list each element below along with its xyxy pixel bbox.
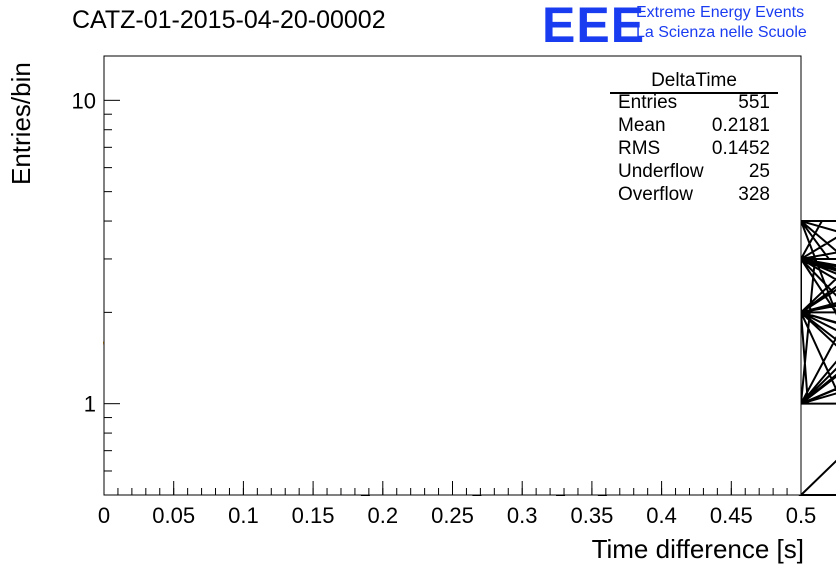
- stats-row-entries: Entries 551: [618, 92, 770, 115]
- stats-key: Mean: [618, 115, 666, 136]
- x-tick-label: 0.15: [292, 503, 335, 528]
- x-tick-label: 0.4: [646, 503, 677, 528]
- stats-value: 25: [748, 161, 770, 182]
- chart-title: CATZ-01-2015-04-20-00002: [72, 6, 386, 34]
- y-tick-label: 10: [72, 88, 96, 113]
- x-tick-label: 0.05: [152, 503, 195, 528]
- stats-box: DeltaTime Entries 551 Mean 0.2181 RMS 0.…: [610, 70, 778, 210]
- logo-line-1: Extreme Energy Events: [636, 4, 805, 21]
- x-tick-label: 0.35: [570, 503, 613, 528]
- stats-row-rms: RMS 0.1452: [618, 138, 770, 161]
- x-tick-label: 0.3: [507, 503, 538, 528]
- x-tick-label: 0: [98, 503, 110, 528]
- x-tick-label: 0.45: [710, 503, 753, 528]
- stats-value: 0.2181: [711, 115, 770, 136]
- y-tick-label: 1: [84, 392, 96, 417]
- stats-key: Underflow: [618, 161, 704, 182]
- stats-row-mean: Mean 0.2181: [618, 115, 770, 138]
- eee-logo: EEE Extreme Energy Events La Scienza nel…: [540, 0, 830, 53]
- stats-value: 328: [738, 184, 770, 205]
- stats-key: Entries: [618, 92, 678, 113]
- stats-divider: [610, 92, 778, 94]
- stats-row-overflow: Overflow 328: [618, 184, 770, 207]
- x-tick-label: 0.1: [228, 503, 259, 528]
- x-tick-label: 0.2: [368, 503, 399, 528]
- logo-letters: EEE: [542, 0, 646, 53]
- stats-key: RMS: [618, 138, 661, 159]
- y-axis-label: Entries/bin: [6, 62, 36, 185]
- x-tick-label: 0.25: [431, 503, 474, 528]
- x-tick-label: 0.5: [786, 503, 817, 528]
- stats-title: DeltaTime: [651, 70, 737, 91]
- stats-value: 0.1452: [711, 138, 770, 159]
- stats-key: Overflow: [618, 184, 693, 205]
- logo-line-2: La Scienza nelle Scuole: [636, 24, 807, 41]
- stats-row-underflow: Underflow 25: [618, 161, 770, 184]
- x-axis-label: Time difference [s]: [591, 534, 804, 564]
- stats-value: 551: [738, 92, 770, 113]
